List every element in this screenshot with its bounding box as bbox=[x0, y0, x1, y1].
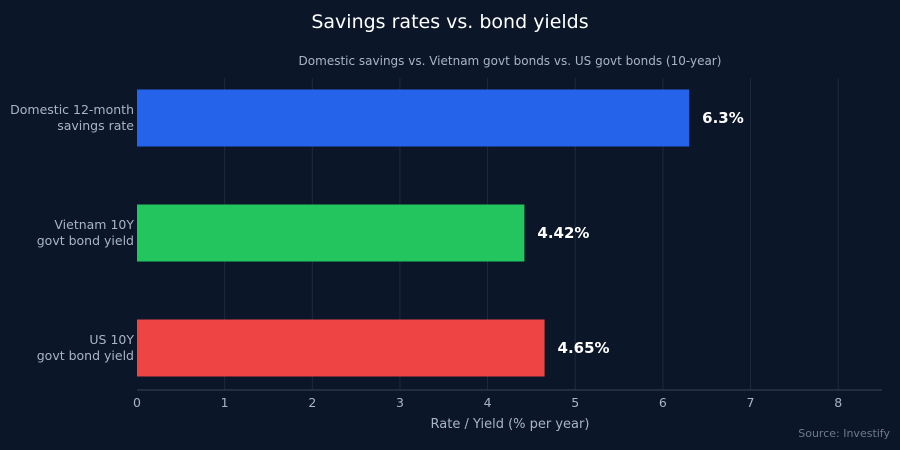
x-tick-label: 3 bbox=[396, 395, 404, 410]
value-label-2: 4.65% bbox=[558, 339, 610, 357]
chart-title: Savings rates vs. bond yields bbox=[311, 11, 588, 33]
x-tick-label: 1 bbox=[221, 395, 229, 410]
x-tick-label: 7 bbox=[747, 395, 755, 410]
x-tick-label: 4 bbox=[484, 395, 492, 410]
category-label-line: savings rate bbox=[57, 118, 134, 133]
bar-2 bbox=[137, 319, 545, 377]
x-axis-title: Rate / Yield (% per year) bbox=[431, 417, 590, 432]
bars bbox=[137, 89, 690, 377]
x-tick-label: 8 bbox=[834, 395, 842, 410]
x-tick-label: 2 bbox=[308, 395, 316, 410]
bar-0 bbox=[137, 89, 690, 147]
bar-1 bbox=[137, 204, 525, 262]
chart-subtitle: Domestic savings vs. Vietnam govt bonds … bbox=[299, 54, 722, 68]
category-label-0: Domestic 12-month savings rate bbox=[10, 102, 134, 133]
category-labels: Domestic 12-month savings rate Vietnam 10Y… bbox=[10, 102, 134, 363]
source-note: Source: Investify bbox=[798, 427, 890, 440]
x-axis-ticks: 0 1 2 3 4 5 6 7 8 bbox=[133, 395, 842, 410]
category-label-1: Vietnam 10Y govt bond yield bbox=[37, 217, 135, 248]
category-label-2: US 10Y govt bond yield bbox=[37, 332, 135, 363]
x-tick-label: 5 bbox=[571, 395, 579, 410]
x-tick-label: 0 bbox=[133, 395, 141, 410]
category-label-line: govt bond yield bbox=[37, 348, 134, 363]
category-label-line: Domestic 12-month bbox=[10, 102, 134, 117]
x-tick-label: 6 bbox=[659, 395, 667, 410]
value-labels: 6.3% 4.42% 4.65% bbox=[537, 109, 743, 357]
category-label-line: Vietnam 10Y bbox=[54, 217, 134, 232]
category-label-line: govt bond yield bbox=[37, 233, 134, 248]
value-label-0: 6.3% bbox=[702, 109, 744, 127]
category-label-line: US 10Y bbox=[89, 332, 134, 347]
value-label-1: 4.42% bbox=[537, 224, 589, 242]
